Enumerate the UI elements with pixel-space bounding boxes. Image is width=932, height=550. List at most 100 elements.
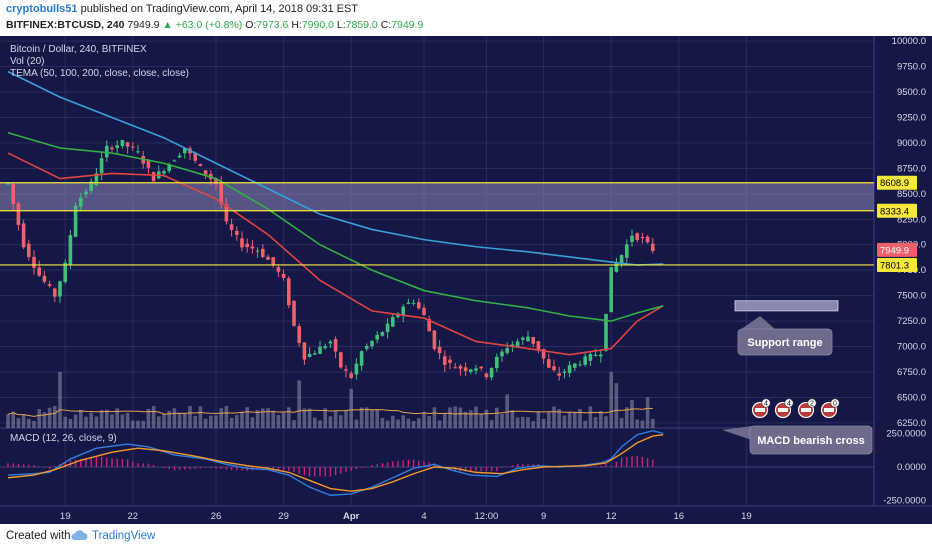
candle-body xyxy=(599,354,603,357)
volume-bar xyxy=(567,411,572,428)
candle-body xyxy=(521,337,525,340)
candle-body xyxy=(422,307,426,316)
candle-body xyxy=(115,145,119,149)
candle-body xyxy=(6,183,10,185)
candle-body xyxy=(651,243,655,252)
time-tick-label: 4 xyxy=(421,511,426,522)
volume-bar xyxy=(354,419,359,428)
price-badge-label: 7949.9 xyxy=(880,245,909,256)
volume-bar xyxy=(141,420,145,428)
volume-bar xyxy=(307,408,312,428)
candle-body xyxy=(406,302,411,304)
volume-bar xyxy=(167,410,171,428)
tradingview-link[interactable]: TradingView xyxy=(92,530,156,542)
volume-bar xyxy=(396,419,400,428)
candle-body xyxy=(359,351,364,366)
candle-body xyxy=(547,359,551,368)
price-chart[interactable]: 10000.0 9750.0 9500.0 9250.0 9000.0 8750.0 850… xyxy=(0,36,932,524)
volume-bar xyxy=(619,417,624,428)
volume-bar xyxy=(484,409,489,428)
volume-bar xyxy=(193,415,197,428)
candle-body xyxy=(333,339,338,352)
volume-bar xyxy=(427,416,431,428)
volume-bar xyxy=(177,413,182,428)
candle-body xyxy=(94,173,99,186)
candle-body xyxy=(614,262,619,272)
legend-volume: Vol (20) xyxy=(10,56,44,67)
volume-bar xyxy=(651,418,655,428)
candle-body xyxy=(427,319,431,332)
volume-bar xyxy=(73,414,78,428)
publish-info: published on TradingView.com, April 14, … xyxy=(80,3,359,15)
volume-bar xyxy=(198,406,203,428)
volume-bar xyxy=(53,405,57,428)
close-label: C: xyxy=(380,19,392,31)
event-count-bubble xyxy=(807,398,817,408)
volume-bar xyxy=(526,417,530,428)
candle-body xyxy=(417,302,421,309)
volume-bar xyxy=(120,414,125,428)
macd-callout-pointer xyxy=(722,426,752,440)
event-icons[interactable]: 4 4 2 0 xyxy=(751,398,840,419)
volume-bar xyxy=(609,372,613,428)
candle-body xyxy=(526,336,530,342)
candle-body xyxy=(396,313,400,318)
volume-bar xyxy=(547,412,551,428)
candle-body xyxy=(177,155,182,158)
low-value: 7859.0 xyxy=(345,19,378,31)
candle-body xyxy=(42,275,47,282)
price-tick-label: 8750.0 xyxy=(897,163,926,174)
time-tick-label: 16 xyxy=(674,511,685,522)
candle-body xyxy=(193,153,197,161)
price-badge xyxy=(877,242,917,257)
candle-body xyxy=(131,146,135,148)
author-link[interactable]: cryptobulls51 xyxy=(6,3,78,15)
volume-bar xyxy=(16,418,21,428)
low-label: L: xyxy=(336,19,346,31)
volume-bar xyxy=(391,415,395,428)
flag-stripe xyxy=(801,408,811,412)
volume-bar xyxy=(417,418,421,428)
volume-bar xyxy=(209,415,213,428)
candle-body xyxy=(448,359,452,363)
volume-bars xyxy=(6,372,655,428)
volume-bar xyxy=(505,394,509,428)
candle-body xyxy=(541,348,546,359)
volume-bar xyxy=(479,414,483,428)
volume-bar xyxy=(302,408,307,428)
volume-bar xyxy=(495,407,499,428)
candle-body xyxy=(318,346,322,354)
volume-bar xyxy=(515,417,520,428)
candle-body xyxy=(146,160,151,168)
candle-body xyxy=(411,302,416,304)
candle-body xyxy=(500,351,504,357)
volume-bar xyxy=(443,413,447,428)
candle-body xyxy=(531,336,535,344)
time-axis[interactable]: 19 22 26 29 Apr 4 12:00 9 12 16 19 xyxy=(0,505,932,522)
price-change: ▲ +63.0 (+0.8%) xyxy=(162,19,243,31)
volume-bar xyxy=(411,421,416,428)
price-badge xyxy=(877,203,917,218)
last-price: 7949.9 xyxy=(127,19,160,31)
candle-body xyxy=(255,250,260,252)
volume-bar xyxy=(110,414,114,428)
publish-header: cryptobulls51 published on TradingView.c… xyxy=(0,0,932,36)
candle-body xyxy=(292,300,296,326)
price-tick-label: 9750.0 xyxy=(897,62,926,73)
volume-bar xyxy=(323,408,327,428)
volume-bar xyxy=(578,408,582,428)
candle-body xyxy=(385,323,390,333)
candle-body xyxy=(53,288,57,297)
volume-bar xyxy=(157,416,161,428)
volume-bar xyxy=(625,407,629,428)
time-tick-label: 26 xyxy=(211,511,222,522)
candle-body xyxy=(16,203,21,225)
volume-bar xyxy=(422,411,426,428)
volume-bar xyxy=(11,411,15,428)
flag-stripe xyxy=(778,408,788,412)
candle-body xyxy=(349,373,353,378)
high-value: 7990.0 xyxy=(301,19,334,31)
volume-bar xyxy=(339,415,343,428)
price-tick-label: 10000.0 xyxy=(892,36,926,47)
volume-bar xyxy=(37,409,41,428)
